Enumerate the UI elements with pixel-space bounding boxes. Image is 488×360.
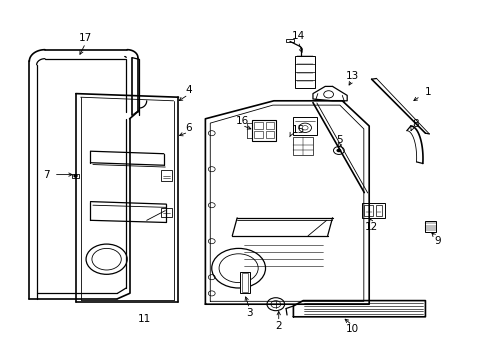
- Bar: [293, 137, 312, 155]
- Bar: [361, 203, 385, 218]
- Bar: [251, 120, 276, 141]
- Bar: [375, 205, 382, 216]
- Text: 13: 13: [345, 71, 358, 81]
- Text: 14: 14: [291, 31, 305, 41]
- Text: 17: 17: [79, 33, 92, 43]
- Bar: [253, 131, 262, 138]
- Bar: [161, 208, 172, 217]
- Bar: [239, 272, 250, 293]
- Circle shape: [74, 175, 77, 177]
- Circle shape: [336, 149, 341, 152]
- Text: 10: 10: [345, 324, 358, 334]
- Bar: [285, 39, 293, 42]
- Text: 1: 1: [424, 87, 430, 97]
- Text: 4: 4: [184, 85, 191, 95]
- Bar: [425, 221, 435, 232]
- Bar: [265, 122, 274, 129]
- Bar: [241, 273, 248, 292]
- Text: 3: 3: [245, 308, 252, 318]
- Bar: [253, 122, 262, 129]
- Bar: [294, 56, 315, 88]
- Text: 16: 16: [235, 116, 248, 126]
- Bar: [161, 170, 172, 181]
- Bar: [293, 117, 316, 135]
- Text: 15: 15: [291, 125, 305, 135]
- Text: 5: 5: [336, 135, 343, 145]
- Text: 8: 8: [411, 119, 418, 129]
- Text: 11: 11: [137, 314, 151, 324]
- Text: 2: 2: [275, 321, 282, 331]
- Bar: [364, 205, 372, 216]
- Text: 9: 9: [433, 236, 440, 246]
- Bar: [72, 174, 79, 178]
- Bar: [265, 131, 274, 138]
- Text: 6: 6: [184, 123, 191, 133]
- Text: 7: 7: [43, 170, 50, 180]
- Text: 12: 12: [364, 222, 378, 232]
